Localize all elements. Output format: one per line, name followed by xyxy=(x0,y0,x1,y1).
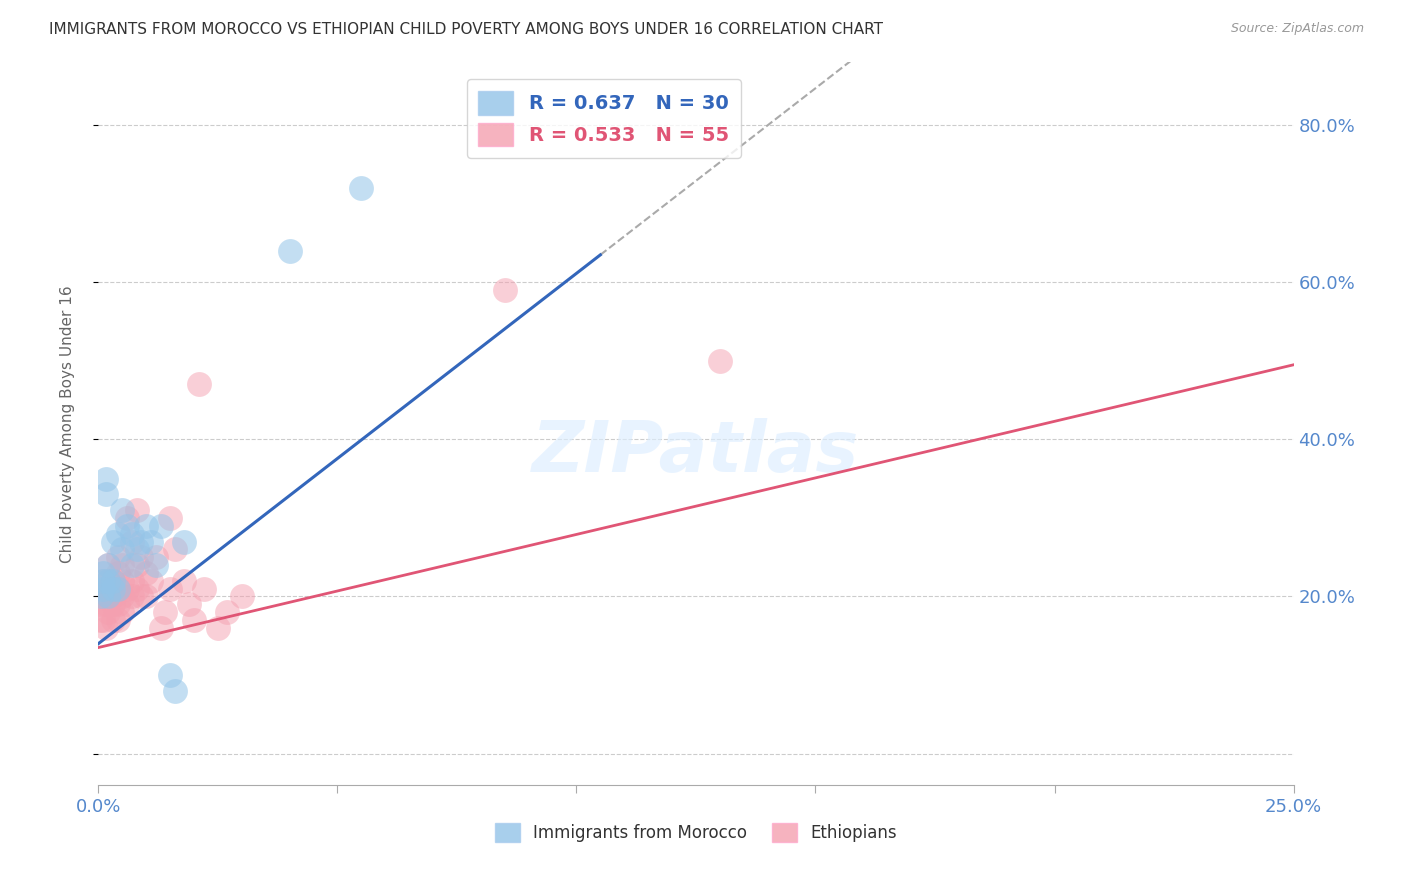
Point xyxy=(97,558,120,572)
Point xyxy=(107,526,129,541)
Point xyxy=(121,590,143,604)
Point xyxy=(231,590,253,604)
Point xyxy=(121,526,143,541)
Point xyxy=(159,511,181,525)
Point xyxy=(101,590,124,604)
Point xyxy=(91,566,114,580)
Point xyxy=(173,534,195,549)
Point xyxy=(131,590,153,604)
Point xyxy=(101,582,124,596)
Point xyxy=(494,283,516,297)
Y-axis label: Child Poverty Among Boys Under 16: Child Poverty Among Boys Under 16 xyxy=(60,285,75,563)
Point xyxy=(107,582,129,596)
Point xyxy=(111,574,134,588)
Point xyxy=(135,518,157,533)
Point xyxy=(163,542,186,557)
Point xyxy=(107,582,129,596)
Point xyxy=(207,621,229,635)
Point xyxy=(155,605,177,619)
Point xyxy=(131,550,153,565)
Point xyxy=(94,621,117,635)
Point xyxy=(278,244,301,258)
Point xyxy=(135,590,157,604)
Point xyxy=(101,574,124,588)
Point xyxy=(97,605,120,619)
Point xyxy=(97,574,120,588)
Point xyxy=(139,574,162,588)
Point xyxy=(217,605,239,619)
Point xyxy=(115,598,138,612)
Text: IMMIGRANTS FROM MOROCCO VS ETHIOPIAN CHILD POVERTY AMONG BOYS UNDER 16 CORRELATI: IMMIGRANTS FROM MOROCCO VS ETHIOPIAN CHI… xyxy=(49,22,883,37)
Point xyxy=(91,574,114,588)
Point xyxy=(107,566,129,580)
Point xyxy=(149,621,172,635)
Point xyxy=(94,472,117,486)
Point xyxy=(111,558,134,572)
Point xyxy=(187,377,209,392)
Point xyxy=(101,613,124,627)
Point xyxy=(97,590,120,604)
Point xyxy=(115,511,138,525)
Point xyxy=(90,590,112,604)
Point xyxy=(139,534,162,549)
Point xyxy=(97,582,120,596)
Point xyxy=(179,598,201,612)
Point xyxy=(94,598,117,612)
Point xyxy=(159,668,181,682)
Point xyxy=(125,582,148,596)
Text: Source: ZipAtlas.com: Source: ZipAtlas.com xyxy=(1230,22,1364,36)
Point xyxy=(145,550,167,565)
Point xyxy=(90,598,112,612)
Point xyxy=(115,518,138,533)
Point xyxy=(131,534,153,549)
Point xyxy=(183,613,205,627)
Point xyxy=(89,613,111,627)
Point xyxy=(101,598,124,612)
Point xyxy=(173,574,195,588)
Point xyxy=(101,534,124,549)
Point xyxy=(145,558,167,572)
Point xyxy=(107,550,129,565)
Point xyxy=(97,574,120,588)
Point xyxy=(111,542,134,557)
Point xyxy=(121,574,143,588)
Point xyxy=(91,582,114,596)
Point xyxy=(163,683,186,698)
Point xyxy=(111,590,134,604)
Point xyxy=(125,503,148,517)
Text: ZIPatlas: ZIPatlas xyxy=(533,418,859,487)
Point xyxy=(91,613,114,627)
Point xyxy=(149,518,172,533)
Point xyxy=(111,503,134,517)
Point xyxy=(350,181,373,195)
Point xyxy=(159,582,181,596)
Point xyxy=(125,542,148,557)
Point xyxy=(193,582,215,596)
Point xyxy=(121,534,143,549)
Point xyxy=(91,590,114,604)
Point xyxy=(121,558,143,572)
Point xyxy=(709,354,731,368)
Point xyxy=(111,605,134,619)
Point xyxy=(97,590,120,604)
Point xyxy=(91,574,114,588)
Point xyxy=(97,558,120,572)
Point xyxy=(135,566,157,580)
Point xyxy=(107,598,129,612)
Point xyxy=(125,558,148,572)
Point xyxy=(94,487,117,501)
Point xyxy=(101,574,124,588)
Legend: Immigrants from Morocco, Ethiopians: Immigrants from Morocco, Ethiopians xyxy=(488,816,904,849)
Point xyxy=(107,613,129,627)
Point xyxy=(115,582,138,596)
